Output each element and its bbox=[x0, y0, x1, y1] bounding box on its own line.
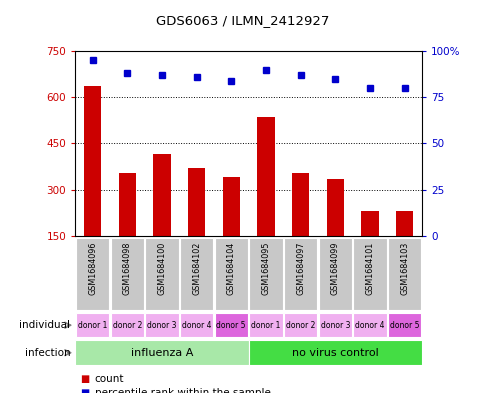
Bar bbox=[291, 173, 309, 236]
Text: individual: individual bbox=[19, 320, 70, 330]
Text: percentile rank within the sample: percentile rank within the sample bbox=[94, 388, 270, 393]
Text: GSM1684104: GSM1684104 bbox=[226, 241, 235, 295]
Bar bbox=[110, 239, 144, 310]
Text: GSM1684098: GSM1684098 bbox=[122, 241, 132, 295]
Bar bbox=[387, 239, 421, 310]
Text: GSM1684099: GSM1684099 bbox=[330, 241, 339, 295]
Bar bbox=[187, 168, 205, 236]
Bar bbox=[395, 211, 412, 236]
Text: GSM1684102: GSM1684102 bbox=[192, 241, 201, 295]
Bar bbox=[352, 313, 386, 338]
Text: donor 4: donor 4 bbox=[182, 321, 211, 330]
Bar bbox=[352, 239, 386, 310]
Bar bbox=[248, 340, 421, 365]
Bar bbox=[145, 239, 178, 310]
Bar bbox=[283, 313, 317, 338]
Bar bbox=[361, 211, 378, 236]
Text: GSM1684096: GSM1684096 bbox=[88, 241, 97, 295]
Text: donor 3: donor 3 bbox=[320, 321, 349, 330]
Bar bbox=[222, 177, 240, 236]
Bar bbox=[249, 239, 282, 310]
Text: ■: ■ bbox=[80, 388, 89, 393]
Bar bbox=[76, 313, 109, 338]
Bar bbox=[326, 179, 343, 236]
Bar bbox=[76, 239, 109, 310]
Text: GSM1684100: GSM1684100 bbox=[157, 241, 166, 295]
Text: donor 4: donor 4 bbox=[354, 321, 384, 330]
Bar bbox=[318, 313, 351, 338]
Bar bbox=[214, 239, 247, 310]
Text: donor 1: donor 1 bbox=[77, 321, 107, 330]
Text: GSM1684095: GSM1684095 bbox=[261, 241, 270, 295]
Text: donor 5: donor 5 bbox=[389, 321, 419, 330]
Text: donor 5: donor 5 bbox=[216, 321, 245, 330]
Text: infection: infection bbox=[25, 348, 70, 358]
Bar bbox=[84, 86, 101, 236]
Bar bbox=[180, 313, 213, 338]
Bar bbox=[257, 117, 274, 236]
Text: count: count bbox=[94, 374, 124, 384]
Text: GSM1684103: GSM1684103 bbox=[399, 241, 408, 295]
Bar bbox=[283, 239, 317, 310]
Bar bbox=[145, 313, 178, 338]
Bar bbox=[110, 313, 144, 338]
Bar bbox=[249, 313, 282, 338]
Bar bbox=[180, 239, 213, 310]
Text: GDS6063 / ILMN_2412927: GDS6063 / ILMN_2412927 bbox=[155, 14, 329, 27]
Bar bbox=[75, 340, 248, 365]
Text: donor 1: donor 1 bbox=[251, 321, 280, 330]
Bar bbox=[214, 313, 247, 338]
Text: no virus control: no virus control bbox=[291, 348, 378, 358]
Bar bbox=[387, 313, 421, 338]
Text: influenza A: influenza A bbox=[130, 348, 193, 358]
Bar bbox=[118, 173, 136, 236]
Bar bbox=[318, 239, 351, 310]
Text: GSM1684097: GSM1684097 bbox=[295, 241, 304, 295]
Text: donor 2: donor 2 bbox=[285, 321, 315, 330]
Text: ■: ■ bbox=[80, 374, 89, 384]
Bar bbox=[153, 154, 170, 236]
Text: donor 3: donor 3 bbox=[147, 321, 176, 330]
Text: donor 2: donor 2 bbox=[112, 321, 142, 330]
Text: GSM1684101: GSM1684101 bbox=[364, 241, 374, 295]
